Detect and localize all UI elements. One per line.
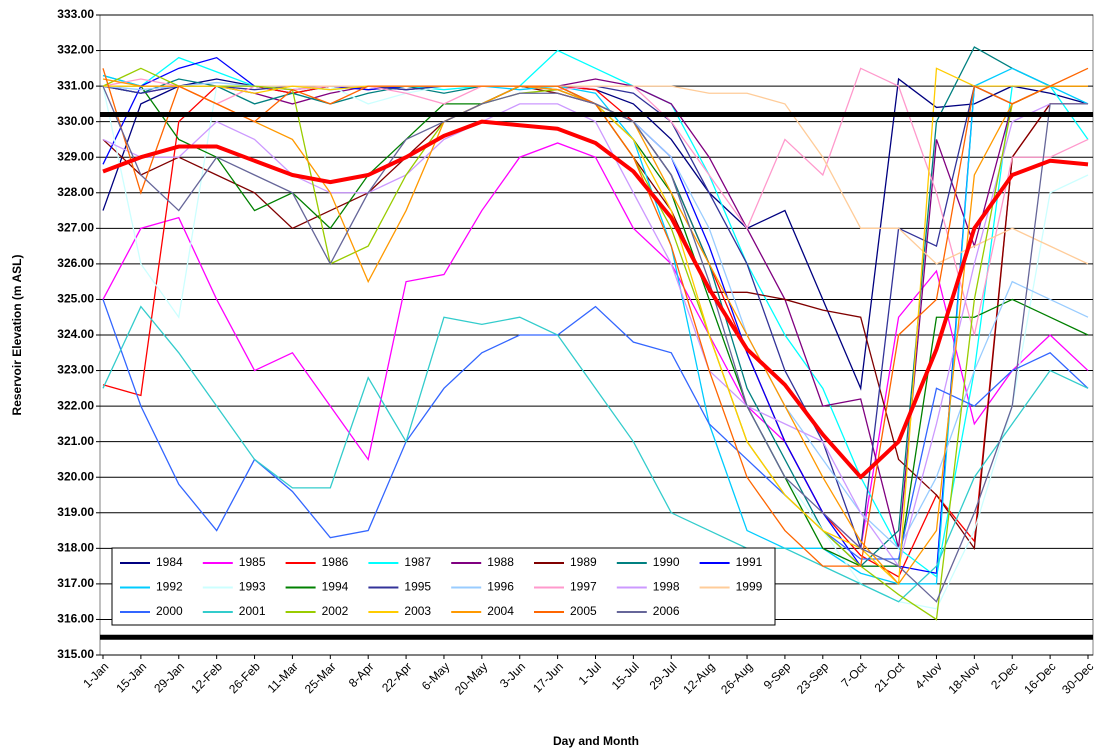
x-tick-label: 12-Feb (188, 659, 225, 696)
legend-label: 1984 (156, 555, 183, 569)
legend: 1984 1985 1986 1987 1988 1989 1990 1991 1992 1993… (111, 547, 776, 626)
legend-label: 1985 (239, 555, 266, 569)
x-tick-label: 21-Oct (872, 659, 908, 695)
legend-label: 1997 (570, 580, 597, 594)
x-tick-label: 15-Jul (609, 659, 642, 692)
x-tick-label: 26-Aug (718, 659, 755, 696)
legend-label: 2000 (156, 604, 183, 618)
legend-label: 1988 (487, 555, 514, 569)
y-tick-label: 322.00 (57, 398, 94, 412)
y-tick-label: 325.00 (57, 292, 94, 306)
y-tick-label: 323.00 (57, 363, 94, 377)
y-tick-label: 329.00 (57, 149, 94, 163)
y-tick-label: 331.00 (57, 78, 94, 92)
y-tick-label: 330.00 (57, 114, 94, 128)
legend-label: 2006 (653, 604, 680, 618)
x-tick-label: 2-Dec (988, 659, 1021, 692)
x-tick-label: 7-Oct (838, 659, 869, 690)
legend-label: 2003 (404, 604, 431, 618)
series-line (103, 85, 1089, 265)
series-line (102, 78, 1088, 549)
x-tick-label: 22-Apr (379, 659, 414, 694)
x-tick-label: 4-Nov (912, 659, 945, 692)
x-tick-label: 3-Jun (497, 659, 528, 690)
y-tick-label: 333.00 (57, 7, 94, 21)
legend-label: 1991 (736, 555, 763, 569)
legend-label: 1998 (653, 580, 680, 594)
legend-label: 1987 (404, 555, 431, 569)
series-line (102, 142, 1089, 550)
legend-label: 1990 (653, 555, 680, 569)
y-tick-label: 328.00 (57, 185, 94, 199)
legend-label: 2002 (322, 604, 349, 618)
x-tick-label: 30-Dec (1059, 659, 1095, 696)
series-line (102, 305, 1089, 603)
y-tick-label: 320.00 (57, 469, 94, 483)
y-tick-label: 317.00 (57, 576, 94, 590)
x-tick-label: 16-Dec (1021, 659, 1058, 696)
legend-label: 1996 (487, 580, 514, 594)
y-tick-label: 327.00 (57, 221, 94, 235)
y-tick-label: 318.00 (57, 541, 94, 555)
legend-label: 1989 (570, 555, 597, 569)
x-tick-label: 25-Mar (302, 659, 339, 696)
legend-label: 2005 (570, 604, 597, 618)
legend-label: 1992 (156, 580, 183, 594)
x-tick-label: 15-Jan (113, 659, 149, 695)
legend-label: 1986 (322, 555, 349, 569)
x-tick-label: 26-Feb (226, 659, 263, 696)
x-tick-label: 12-Aug (680, 659, 717, 696)
legend-label: 2001 (239, 604, 266, 618)
legend-label: 2004 (487, 604, 514, 618)
y-tick-label: 315.00 (57, 647, 94, 661)
x-tick-label: 9-Sep (761, 659, 794, 692)
x-tick-label: 17-Jun (530, 659, 566, 695)
y-tick-label: 332.00 (57, 43, 94, 57)
x-tick-label: 1-Jul (576, 659, 604, 687)
y-tick-label: 319.00 (57, 505, 94, 519)
y-tick-label: 324.00 (57, 327, 94, 341)
legend-label: 1995 (404, 580, 431, 594)
average-line (102, 119, 1089, 480)
x-tick-label: 29-Jul (647, 659, 680, 692)
y-tick-label: 326.00 (57, 256, 94, 270)
legend-label: 1999 (736, 580, 763, 594)
x-tick-label: 29-Jan (151, 659, 187, 695)
x-tick-label: 23-Sep (794, 659, 831, 696)
series-line (102, 103, 1088, 568)
x-tick-label: 20-May (452, 659, 490, 697)
x-axis-title: Day and Month (553, 734, 639, 748)
x-tick-label: 18-Nov (945, 659, 982, 696)
x-tick-label: 8-Apr (346, 659, 377, 690)
y-tick-label: 316.00 (57, 612, 94, 626)
x-tick-label: 1-Jan (80, 659, 111, 690)
legend-label: 1993 (239, 580, 266, 594)
series-line (102, 85, 1088, 603)
series-line (102, 299, 1089, 560)
y-axis-title: Reservoir Elevation (m ASL) (10, 255, 24, 416)
y-tick-label: 321.00 (57, 434, 94, 448)
x-tick-label: 11-Mar (265, 659, 301, 695)
x-tick-label: 6-May (419, 659, 452, 692)
legend-label: 1994 (322, 580, 349, 594)
